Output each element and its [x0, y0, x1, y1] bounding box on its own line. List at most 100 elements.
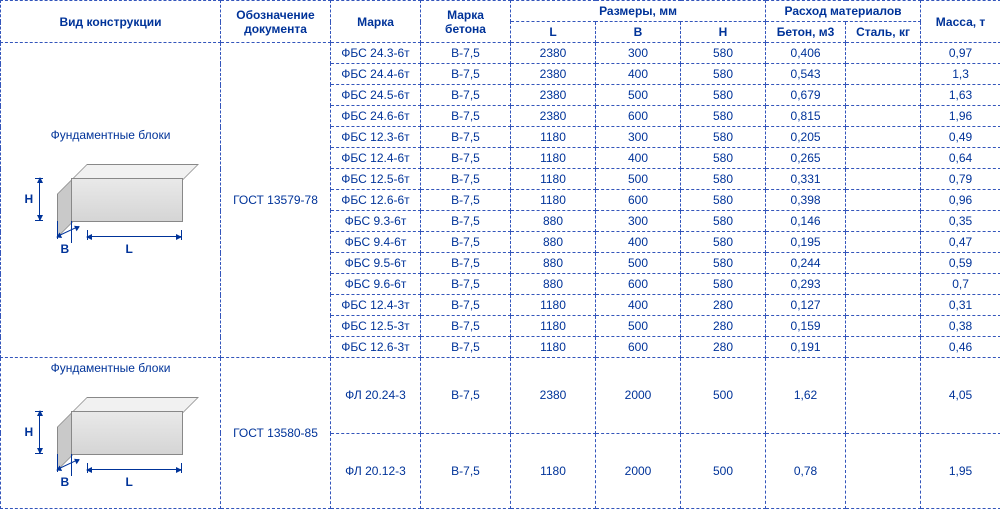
beton-cell: В-7,5 — [421, 211, 511, 232]
steel-kg-cell — [846, 127, 921, 148]
marka-cell: ФБС 12.4-6т — [331, 148, 421, 169]
mass-cell: 1,3 — [921, 64, 1000, 85]
beton-cell: В-7,5 — [421, 358, 511, 434]
B-cell: 500 — [596, 316, 681, 337]
beton-m3-cell: 0,146 — [766, 211, 846, 232]
B-cell: 400 — [596, 232, 681, 253]
beton-cell: В-7,5 — [421, 337, 511, 358]
beton-m3-cell: 1,62 — [766, 358, 846, 434]
L-cell: 2380 — [511, 64, 596, 85]
L-cell: 2380 — [511, 85, 596, 106]
beton-cell: В-7,5 — [421, 106, 511, 127]
L-cell: 1180 — [511, 190, 596, 211]
H-cell: 580 — [681, 106, 766, 127]
table-row: Фундаментные блоки H B L ГОСТ 13579-78ФБ… — [1, 43, 1000, 64]
doc-cell: ГОСТ 13580-85 — [221, 358, 331, 509]
B-cell: 600 — [596, 274, 681, 295]
mass-cell: 4,05 — [921, 358, 1000, 434]
beton-m3-cell: 0,191 — [766, 337, 846, 358]
H-cell: 500 — [681, 358, 766, 434]
H-cell: 280 — [681, 337, 766, 358]
beton-cell: В-7,5 — [421, 232, 511, 253]
beton-cell: В-7,5 — [421, 148, 511, 169]
beton-m3-cell: 0,815 — [766, 106, 846, 127]
steel-kg-cell — [846, 316, 921, 337]
spec-table: Вид конструкции Обозначение документа Ма… — [0, 0, 1000, 509]
beton-cell: В-7,5 — [421, 274, 511, 295]
B-cell: 500 — [596, 169, 681, 190]
col-marka: Марка — [331, 1, 421, 43]
steel-kg-cell — [846, 85, 921, 106]
vid-cell: Фундаментные блоки H B L — [1, 43, 221, 358]
H-cell: 580 — [681, 169, 766, 190]
marka-cell: ФЛ 20.12-3 — [331, 433, 421, 509]
block-diagram: H B L — [21, 385, 201, 505]
mass-cell: 0,64 — [921, 148, 1000, 169]
beton-m3-cell: 0,679 — [766, 85, 846, 106]
H-cell: 580 — [681, 148, 766, 169]
beton-m3-cell: 0,331 — [766, 169, 846, 190]
beton-cell: В-7,5 — [421, 127, 511, 148]
B-cell: 600 — [596, 106, 681, 127]
mass-cell: 0,59 — [921, 253, 1000, 274]
steel-kg-cell — [846, 433, 921, 509]
beton-m3-cell: 0,78 — [766, 433, 846, 509]
marka-cell: ФБС 12.4-3т — [331, 295, 421, 316]
col-doc: Обозначение документа — [221, 1, 331, 43]
H-cell: 580 — [681, 190, 766, 211]
dim-label-L: L — [126, 242, 133, 256]
L-cell: 880 — [511, 274, 596, 295]
L-cell: 1180 — [511, 295, 596, 316]
beton-cell: В-7,5 — [421, 43, 511, 64]
beton-cell: В-7,5 — [421, 85, 511, 106]
steel-kg-cell — [846, 169, 921, 190]
table-row: Фундаментные блоки H B L ГОСТ 13580-85ФЛ… — [1, 358, 1000, 434]
mass-cell: 1,96 — [921, 106, 1000, 127]
mass-cell: 0,79 — [921, 169, 1000, 190]
L-cell: 880 — [511, 211, 596, 232]
H-cell: 580 — [681, 127, 766, 148]
col-beton-m3: Бетон, м3 — [766, 22, 846, 43]
marka-cell: ФБС 12.6-3т — [331, 337, 421, 358]
L-cell: 880 — [511, 253, 596, 274]
L-cell: 2380 — [511, 106, 596, 127]
steel-kg-cell — [846, 274, 921, 295]
L-cell: 1180 — [511, 433, 596, 509]
B-cell: 300 — [596, 127, 681, 148]
marka-cell: ФЛ 20.24-3 — [331, 358, 421, 434]
mass-cell: 0,31 — [921, 295, 1000, 316]
marka-cell: ФБС 24.6-6т — [331, 106, 421, 127]
H-cell: 280 — [681, 316, 766, 337]
marka-cell: ФБС 9.6-6т — [331, 274, 421, 295]
col-L: L — [511, 22, 596, 43]
col-B: B — [596, 22, 681, 43]
B-cell: 500 — [596, 85, 681, 106]
B-cell: 400 — [596, 295, 681, 316]
col-steel-kg: Сталь, кг — [846, 22, 921, 43]
dim-label-L: L — [126, 475, 133, 489]
L-cell: 2380 — [511, 358, 596, 434]
marka-cell: ФБС 12.5-6т — [331, 169, 421, 190]
B-cell: 400 — [596, 64, 681, 85]
B-cell: 300 — [596, 211, 681, 232]
H-cell: 580 — [681, 85, 766, 106]
steel-kg-cell — [846, 64, 921, 85]
col-vid: Вид конструкции — [1, 1, 221, 43]
H-cell: 580 — [681, 274, 766, 295]
beton-m3-cell: 0,127 — [766, 295, 846, 316]
marka-cell: ФБС 9.4-6т — [331, 232, 421, 253]
beton-m3-cell: 0,265 — [766, 148, 846, 169]
mass-cell: 0,96 — [921, 190, 1000, 211]
B-cell: 2000 — [596, 433, 681, 509]
mass-cell: 0,49 — [921, 127, 1000, 148]
col-mass: Масса, т — [921, 1, 1000, 43]
marka-cell: ФБС 12.3-6т — [331, 127, 421, 148]
beton-m3-cell: 0,406 — [766, 43, 846, 64]
mass-cell: 0,47 — [921, 232, 1000, 253]
B-cell: 300 — [596, 43, 681, 64]
L-cell: 1180 — [511, 337, 596, 358]
beton-cell: В-7,5 — [421, 295, 511, 316]
steel-kg-cell — [846, 106, 921, 127]
L-cell: 1180 — [511, 169, 596, 190]
H-cell: 580 — [681, 43, 766, 64]
